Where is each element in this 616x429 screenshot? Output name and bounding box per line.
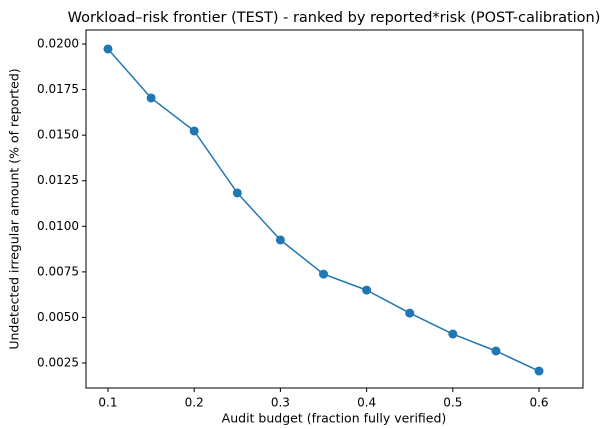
x-tick-label: 0.1 [98,396,117,410]
x-tick-label: 0.4 [357,396,376,410]
data-point [146,93,156,103]
y-tick-label: 0.0025 [37,356,79,370]
y-tick-label: 0.0100 [37,219,79,233]
x-tick-label: 0.6 [529,396,548,410]
data-point [362,285,372,295]
data-point [319,269,329,279]
x-axis-label: Audit budget (fraction fully verified) [222,411,447,426]
chart-title: Workload–risk frontier (TEST) - ranked b… [68,10,601,26]
x-tick-label: 0.5 [443,396,462,410]
x-tick-label: 0.3 [271,396,290,410]
y-tick-label: 0.0125 [37,173,79,187]
data-point [189,126,199,136]
data-point [405,308,415,318]
y-tick-label: 0.0200 [37,37,79,51]
y-tick-label: 0.0075 [37,264,79,278]
y-tick-label: 0.0050 [37,310,79,324]
data-point [232,188,242,198]
data-point [275,235,285,245]
x-tick-label: 0.2 [185,396,204,410]
data-point [534,366,544,376]
y-tick-label: 0.0175 [37,82,79,96]
data-point [103,44,113,54]
y-axis-label: Undetected irregular amount (% of report… [7,68,22,349]
data-line [107,48,540,372]
y-tick-label: 0.0150 [37,128,79,142]
data-point [491,346,501,356]
plot-frame [85,29,584,389]
data-point [448,329,458,339]
